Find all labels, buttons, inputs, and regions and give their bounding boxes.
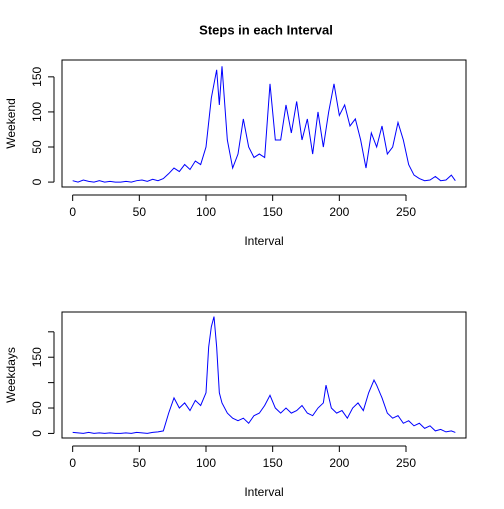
x-tick-label: 0 xyxy=(69,205,76,219)
x-tick-label: 50 xyxy=(133,205,147,219)
x-tick-label: 100 xyxy=(196,205,216,219)
x-tick-label: 50 xyxy=(133,456,147,470)
x-tick-label: 200 xyxy=(329,205,349,219)
y-tick-label: 150 xyxy=(30,67,44,87)
x-tick-label: 200 xyxy=(329,456,349,470)
y-tick-label: 0 xyxy=(30,178,44,185)
data-line xyxy=(72,66,456,183)
plot-box xyxy=(61,311,467,439)
x-tick-label: 100 xyxy=(196,456,216,470)
x-tick-label: 150 xyxy=(263,456,283,470)
x-axis-label: Interval xyxy=(244,234,283,248)
y-axis-label: Weekend xyxy=(4,98,18,148)
y-tick-label: 100 xyxy=(30,102,44,122)
y-tick-label: 50 xyxy=(30,140,44,154)
y-tick-label: 50 xyxy=(30,401,44,415)
plot-box xyxy=(61,59,467,188)
x-tick-label: 250 xyxy=(396,456,416,470)
y-axis-label: Weekdays xyxy=(4,347,18,403)
x-tick-label: 0 xyxy=(69,456,76,470)
y-tick-label: 0 xyxy=(30,430,44,437)
x-tick-label: 250 xyxy=(396,205,416,219)
chart-title: Steps in each Interval xyxy=(199,22,333,37)
data-line xyxy=(72,316,456,434)
y-tick-label: 150 xyxy=(30,347,44,367)
x-tick-label: 150 xyxy=(263,205,283,219)
x-axis-label: Interval xyxy=(244,485,283,499)
